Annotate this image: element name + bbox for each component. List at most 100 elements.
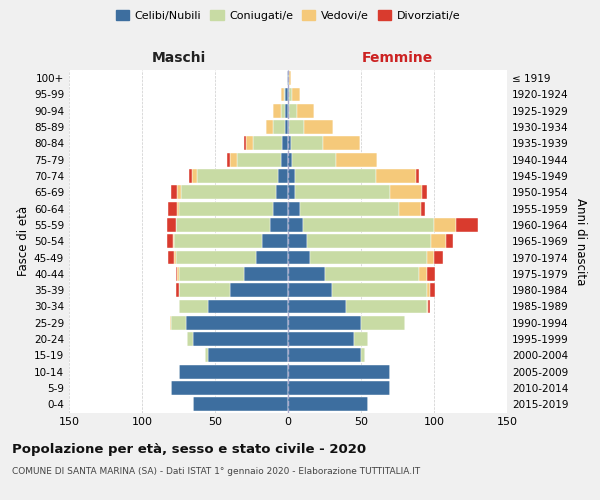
Text: Popolazione per età, sesso e stato civile - 2020: Popolazione per età, sesso e stato civil… xyxy=(12,442,366,456)
Bar xyxy=(430,283,436,297)
Bar xyxy=(299,202,399,215)
Bar xyxy=(288,250,310,264)
Bar xyxy=(302,218,434,232)
Legend: Celibi/Nubili, Coniugati/e, Vedovi/e, Divorziati/e: Celibi/Nubili, Coniugati/e, Vedovi/e, Di… xyxy=(112,6,464,25)
Bar xyxy=(288,300,346,314)
Bar xyxy=(179,300,208,314)
Bar xyxy=(288,169,295,183)
Bar xyxy=(288,88,289,102)
Bar xyxy=(361,348,365,362)
Bar xyxy=(173,234,174,248)
Bar xyxy=(332,283,427,297)
Text: COMUNE DI SANTA MARINA (SA) - Dati ISTAT 1° gennaio 2020 - Elaborazione TUTTITAL: COMUNE DI SANTA MARINA (SA) - Dati ISTAT… xyxy=(12,468,420,476)
Bar xyxy=(427,300,428,314)
Bar xyxy=(208,300,288,314)
Bar xyxy=(446,234,453,248)
Bar xyxy=(376,169,416,183)
Text: Maschi: Maschi xyxy=(151,51,206,65)
Bar xyxy=(323,136,359,150)
Bar xyxy=(434,218,456,232)
Bar xyxy=(288,120,289,134)
Bar xyxy=(177,202,179,215)
Bar xyxy=(174,234,262,248)
Bar xyxy=(253,136,282,150)
Bar xyxy=(292,153,336,166)
Bar xyxy=(227,153,230,166)
Bar xyxy=(289,104,297,118)
Bar xyxy=(181,186,277,200)
Bar xyxy=(456,218,478,232)
Bar xyxy=(288,332,354,346)
Bar xyxy=(295,186,390,200)
Bar xyxy=(399,202,421,215)
Bar xyxy=(167,234,173,248)
Bar xyxy=(281,104,285,118)
Bar xyxy=(336,153,377,166)
Bar xyxy=(285,120,288,134)
Bar xyxy=(428,300,430,314)
Bar xyxy=(256,250,288,264)
Bar xyxy=(288,398,368,411)
Bar xyxy=(170,316,171,330)
Bar xyxy=(304,120,333,134)
Bar xyxy=(284,88,285,102)
Bar xyxy=(354,332,368,346)
Bar xyxy=(419,267,427,281)
Bar xyxy=(271,218,288,232)
Bar xyxy=(266,120,274,134)
Bar xyxy=(416,169,419,183)
Bar xyxy=(278,169,288,183)
Bar xyxy=(288,267,325,281)
Bar xyxy=(288,104,289,118)
Bar xyxy=(297,104,314,118)
Bar xyxy=(274,202,288,215)
Bar xyxy=(427,250,434,264)
Bar xyxy=(288,202,299,215)
Bar xyxy=(288,234,307,248)
Bar xyxy=(168,250,174,264)
Bar xyxy=(292,88,299,102)
Bar xyxy=(288,136,291,150)
Bar xyxy=(174,250,176,264)
Bar xyxy=(177,186,181,200)
Bar xyxy=(179,202,274,215)
Bar xyxy=(288,381,390,395)
Bar xyxy=(307,234,431,248)
Y-axis label: Anni di nascita: Anni di nascita xyxy=(574,198,587,285)
Bar xyxy=(171,381,288,395)
Bar xyxy=(288,316,361,330)
Bar xyxy=(282,136,288,150)
Bar xyxy=(289,88,292,102)
Bar xyxy=(285,88,288,102)
Bar xyxy=(177,267,179,281)
Bar xyxy=(421,202,425,215)
Bar xyxy=(361,316,405,330)
Bar xyxy=(171,316,186,330)
Bar xyxy=(176,283,179,297)
Text: Femmine: Femmine xyxy=(362,51,433,65)
Bar xyxy=(179,267,244,281)
Bar xyxy=(274,104,281,118)
Bar xyxy=(281,88,284,102)
Bar xyxy=(208,348,288,362)
Bar xyxy=(288,348,361,362)
Bar xyxy=(289,120,304,134)
Bar xyxy=(197,169,278,183)
Bar xyxy=(176,250,256,264)
Bar xyxy=(288,71,289,85)
Bar xyxy=(186,316,288,330)
Bar xyxy=(179,365,288,378)
Bar xyxy=(346,300,427,314)
Bar xyxy=(167,218,176,232)
Bar xyxy=(274,120,285,134)
Bar xyxy=(245,136,253,150)
Bar xyxy=(237,153,281,166)
Bar xyxy=(205,348,208,362)
Bar xyxy=(277,186,288,200)
Bar xyxy=(176,218,271,232)
Bar xyxy=(325,267,419,281)
Bar xyxy=(287,71,288,85)
Bar xyxy=(189,169,191,183)
Bar xyxy=(288,218,302,232)
Bar xyxy=(291,136,323,150)
